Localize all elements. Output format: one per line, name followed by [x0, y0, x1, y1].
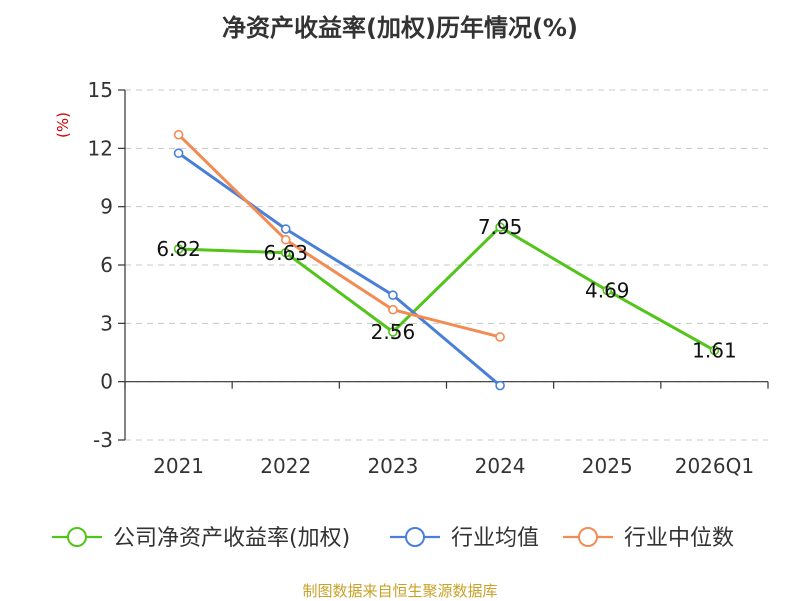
- x-tick-label: 2025: [582, 454, 633, 478]
- data-point-1-0: [173, 148, 184, 158]
- y-tick-label: 6: [100, 253, 113, 277]
- chart-title: 净资产收益率(加权)历年情况(%): [222, 14, 578, 42]
- legend-label-0: 公司净资产收益率(加权): [113, 526, 350, 551]
- data-point-1-3: [495, 380, 505, 391]
- data-point-1-2: [388, 290, 398, 300]
- y-tick-label: 0: [100, 370, 113, 394]
- series-lines: [173, 129, 720, 391]
- data-point-0-1: [280, 247, 291, 258]
- axes: -3 0 3 6 9 12 15 2021 2022 2023 2024 2025 2026Q1 (%): [54, 78, 769, 478]
- y-axis-unit-label: (%): [54, 112, 72, 138]
- data-label: 4.69: [585, 278, 630, 302]
- y-tick-label: 12: [88, 136, 113, 160]
- legend-marker-1: [405, 527, 425, 547]
- data-label: 6.82: [156, 237, 201, 261]
- data-point-2-3: [495, 332, 505, 342]
- data-point-2-1: [280, 234, 291, 245]
- legend-label-1: 行业均值: [451, 526, 539, 551]
- legend-marker-0: [67, 527, 87, 547]
- y-tick-label: -3: [93, 428, 113, 452]
- series-line-0: [178, 225, 716, 352]
- data-label: 6.63: [263, 241, 308, 265]
- source-note: 制图数据来自恒生聚源数据库: [302, 582, 498, 600]
- y-tick-label: 3: [100, 311, 113, 335]
- x-tick-label: 2021: [153, 454, 204, 478]
- data-point-0-4: [602, 285, 613, 296]
- data-label: 7.95: [478, 215, 523, 239]
- data-point-0-0: [173, 244, 184, 254]
- x-tick-label: 2024: [475, 454, 526, 478]
- series-line-1: [177, 151, 502, 387]
- data-labels: 6.82 6.63 2.56 7.95 4.69 1.61: [156, 215, 736, 362]
- x-tick-label: 2022: [260, 454, 311, 478]
- data-point-0-5: [709, 345, 720, 356]
- x-tick-label: 2023: [367, 454, 418, 478]
- y-tick-label: 15: [88, 78, 113, 102]
- legend-marker-2: [578, 527, 598, 547]
- data-point-0-2: [388, 327, 398, 337]
- data-point-2-2: [388, 304, 398, 315]
- y-tick-label: 9: [100, 195, 113, 219]
- legend-label-2: 行业中位数: [624, 526, 734, 551]
- legend: 公司净资产收益率(加权) 行业均值 行业中位数: [52, 526, 734, 551]
- data-label: 2.56: [371, 320, 416, 344]
- series-line-2: [177, 133, 501, 339]
- data-label: 1.61: [692, 338, 737, 362]
- x-tick-label: 2026Q1: [675, 454, 754, 478]
- data-point-0-3: [495, 222, 505, 232]
- data-point-2-0: [173, 129, 184, 140]
- data-point-1-1: [280, 224, 291, 234]
